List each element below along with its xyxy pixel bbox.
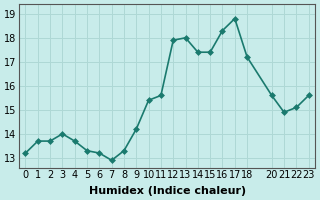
X-axis label: Humidex (Indice chaleur): Humidex (Indice chaleur) [89, 186, 246, 196]
